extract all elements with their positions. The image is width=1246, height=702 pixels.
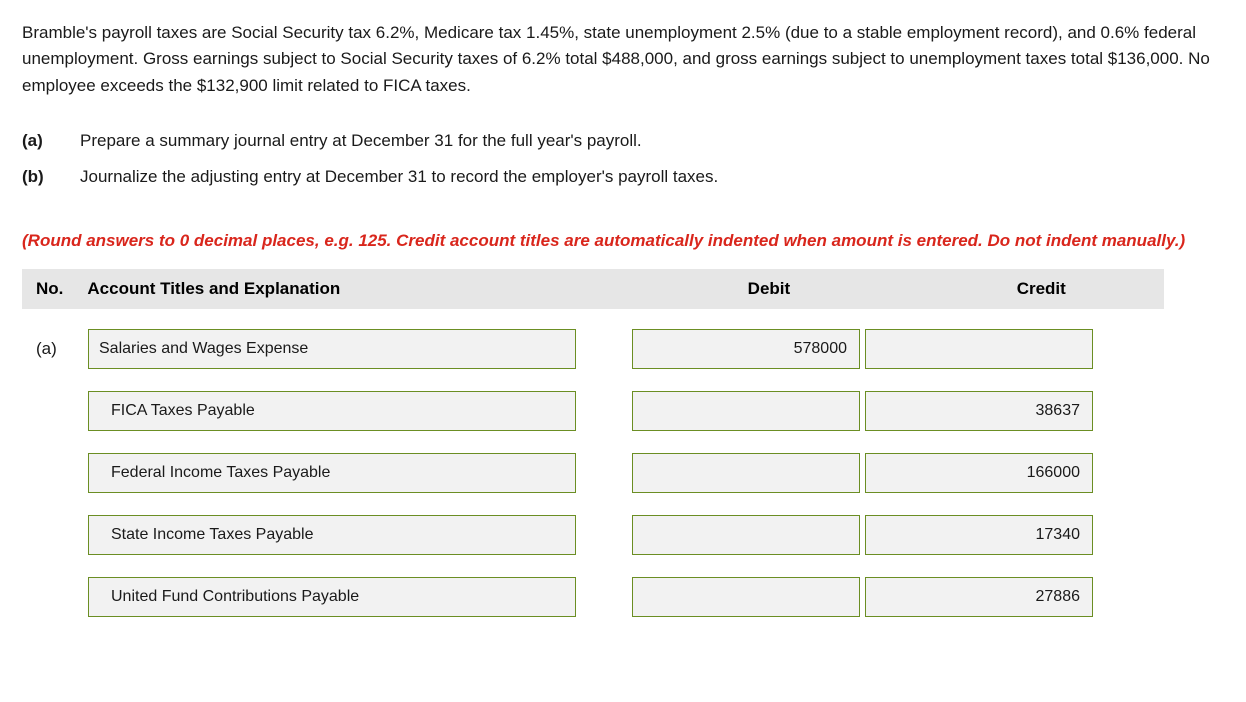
- debit-input[interactable]: [632, 329, 860, 369]
- sub-q-label: (b): [22, 167, 80, 187]
- table-header: No. Account Titles and Explanation Debit…: [22, 269, 1164, 309]
- debit-input[interactable]: [632, 391, 860, 431]
- account-title-input[interactable]: [88, 577, 576, 617]
- header-debit: Debit: [615, 279, 892, 299]
- table-row: [22, 515, 1224, 555]
- header-account: Account Titles and Explanation: [87, 279, 615, 299]
- sub-question-a: (a) Prepare a summary journal entry at D…: [22, 131, 1224, 151]
- account-title-input[interactable]: [88, 329, 576, 369]
- sub-questions: (a) Prepare a summary journal entry at D…: [22, 131, 1224, 187]
- header-no: No.: [36, 279, 87, 299]
- sub-q-text: Prepare a summary journal entry at Decem…: [80, 131, 1224, 151]
- debit-input[interactable]: [632, 577, 860, 617]
- credit-input[interactable]: [865, 515, 1093, 555]
- debit-input[interactable]: [632, 453, 860, 493]
- credit-input[interactable]: [865, 577, 1093, 617]
- credit-input[interactable]: [865, 391, 1093, 431]
- account-title-input[interactable]: [88, 515, 576, 555]
- sub-question-b: (b) Journalize the adjusting entry at De…: [22, 167, 1224, 187]
- table-row: [22, 577, 1224, 617]
- account-title-input[interactable]: [88, 391, 576, 431]
- table-row: [22, 453, 1224, 493]
- table-row: [22, 391, 1224, 431]
- sub-q-label: (a): [22, 131, 80, 151]
- header-credit: Credit: [893, 279, 1151, 299]
- account-title-input[interactable]: [88, 453, 576, 493]
- row-no: (a): [22, 339, 88, 359]
- credit-input[interactable]: [865, 453, 1093, 493]
- problem-intro: Bramble's payroll taxes are Social Secur…: [22, 20, 1224, 99]
- rounding-instruction: (Round answers to 0 decimal places, e.g.…: [22, 231, 1224, 251]
- table-row: (a): [22, 329, 1224, 369]
- credit-input[interactable]: [865, 329, 1093, 369]
- debit-input[interactable]: [632, 515, 860, 555]
- sub-q-text: Journalize the adjusting entry at Decemb…: [80, 167, 1224, 187]
